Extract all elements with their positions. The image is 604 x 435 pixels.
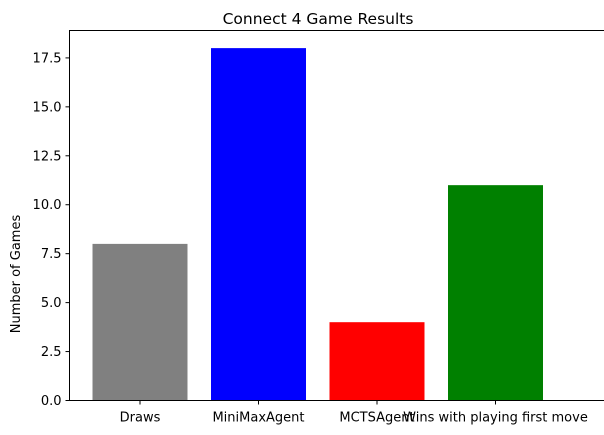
bar-draws: [92, 243, 188, 401]
chart-title: Connect 4 Game Results: [223, 10, 414, 28]
y-tick-label: 17.5: [33, 51, 62, 66]
y-ticks: 0.0 2.5 5.0 7.5 10.0 12.5 15.0 17.5: [33, 51, 70, 409]
y-axis-label: Number of Games: [9, 215, 24, 334]
y-tick-label: 12.5: [33, 149, 62, 164]
bar-mctsagent: [329, 322, 425, 401]
y-tick-label: 5.0: [41, 296, 62, 311]
x-tick-label: MCTSAgent: [339, 411, 414, 426]
x-tick-label: Draws: [120, 411, 161, 426]
x-tick-label: MiniMaxAgent: [212, 411, 304, 426]
plot-frame: [69, 30, 604, 401]
bars: [92, 48, 543, 401]
y-tick-label: 7.5: [41, 247, 62, 262]
x-tick-label: Wins with playing first move: [403, 411, 588, 426]
y-tick-label: 15.0: [33, 100, 62, 115]
y-tick-label: 10.0: [33, 198, 62, 213]
y-tick-label: 0.0: [41, 394, 62, 409]
bar-wins-with-playing-first-move: [448, 185, 543, 401]
bar-minimaxagent: [211, 48, 306, 401]
y-tick-label: 2.5: [41, 345, 62, 360]
